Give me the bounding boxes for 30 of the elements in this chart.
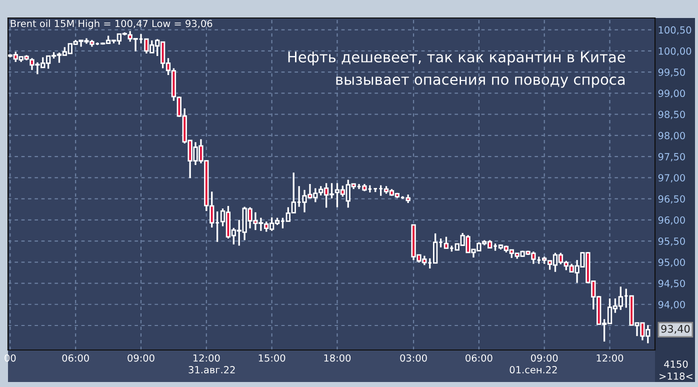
text: Нефть дешевеет, так как карантин в Китае вызывает опасения по поводу спроса	[288, 52, 626, 88]
y-tick-label: 96,50	[658, 195, 685, 204]
y-tick-label: 99,00	[658, 90, 685, 98]
text: >118<	[660, 372, 692, 380]
x-tick-label: 18:00	[324, 354, 351, 362]
x-tick-label: 06:00	[62, 354, 89, 362]
x-tick-label: 09:00	[128, 354, 154, 362]
x-tick-label: 03:00	[400, 354, 427, 362]
y-tick-label: 97,00	[658, 174, 685, 182]
x-tick-label: 12:00	[193, 354, 220, 362]
y-tick-label: 98,00	[658, 132, 685, 140]
x-tick-label: 06:00	[466, 354, 492, 362]
y-tick-label: 100,50	[658, 26, 692, 35]
text: 01.сен.22	[510, 366, 557, 374]
y-tick-label: 100,00	[658, 47, 692, 56]
y-tick-label: 95,00	[658, 258, 685, 267]
chart-title: Brent oil 15M High = 100,47 Low = 93,06	[10, 20, 212, 30]
y-tick-label: 95,50	[658, 238, 685, 246]
text: 31.авг.22	[188, 366, 235, 374]
y-tick-label: 97,50	[658, 153, 685, 162]
y-tick-label: 94,50	[658, 280, 685, 288]
y-tick-label: 99,50	[658, 68, 685, 77]
y-tick-label: 96,00	[658, 216, 685, 225]
text: 93,40	[661, 324, 690, 334]
y-tick-label: 94,00	[658, 300, 685, 310]
y-tick-label: 98,50	[658, 110, 685, 120]
x-tick-label: 12:00	[596, 354, 624, 362]
x-tick-label: 15:00	[258, 354, 286, 362]
text: 4150	[664, 360, 688, 368]
x-tick-label: 09:00	[530, 354, 558, 362]
